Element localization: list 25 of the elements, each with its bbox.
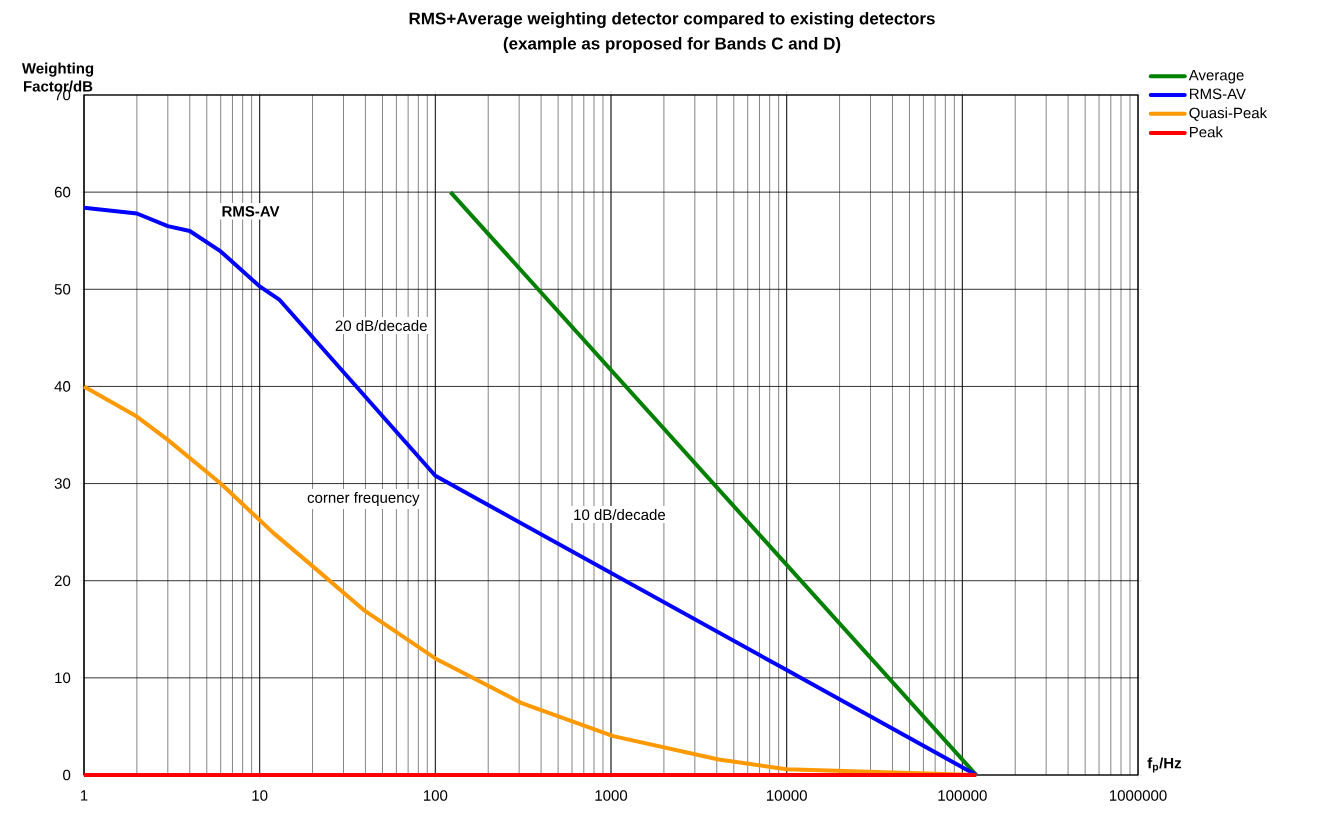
annotation: 10 dB/decade xyxy=(574,509,666,521)
x-tick-label: 100000 xyxy=(938,790,987,801)
x-tick-label: 100 xyxy=(423,790,448,801)
chart-title: RMS+Average weighting detector compared to existing detectors xyxy=(409,12,935,28)
x-tick-label: 10 xyxy=(252,790,268,801)
legend-label: RMS-AV xyxy=(1189,88,1246,100)
legend-label: Quasi-Peak xyxy=(1189,107,1268,121)
y-tick-label: 10 xyxy=(55,672,71,684)
x-tick-label: 1000 xyxy=(595,790,628,801)
y-tick-label: 60 xyxy=(54,186,71,198)
y-tick-label: 50 xyxy=(54,283,71,295)
annotation: corner frequency xyxy=(307,491,420,506)
legend-label: Average xyxy=(1188,70,1244,84)
annotation: 20 dB/decade xyxy=(335,320,427,332)
x-tick-label: 10000 xyxy=(766,790,807,801)
x-tick-label: 1 xyxy=(80,790,88,801)
y-tick-label: 0 xyxy=(63,769,71,781)
annotation: RMS-AV xyxy=(222,205,280,217)
legend-label: Peak xyxy=(1189,126,1223,138)
chart-subtitle: (example as proposed for Bands C and D) xyxy=(503,37,841,53)
x-axis-title: f$_{p}$/Hz xyxy=(1147,757,1182,773)
y-tick-label: 40 xyxy=(54,381,71,392)
x-tick-label: 1000000 xyxy=(1109,790,1167,801)
y-tick-label: 30 xyxy=(54,478,71,489)
y-tick-label: 20 xyxy=(54,575,71,587)
